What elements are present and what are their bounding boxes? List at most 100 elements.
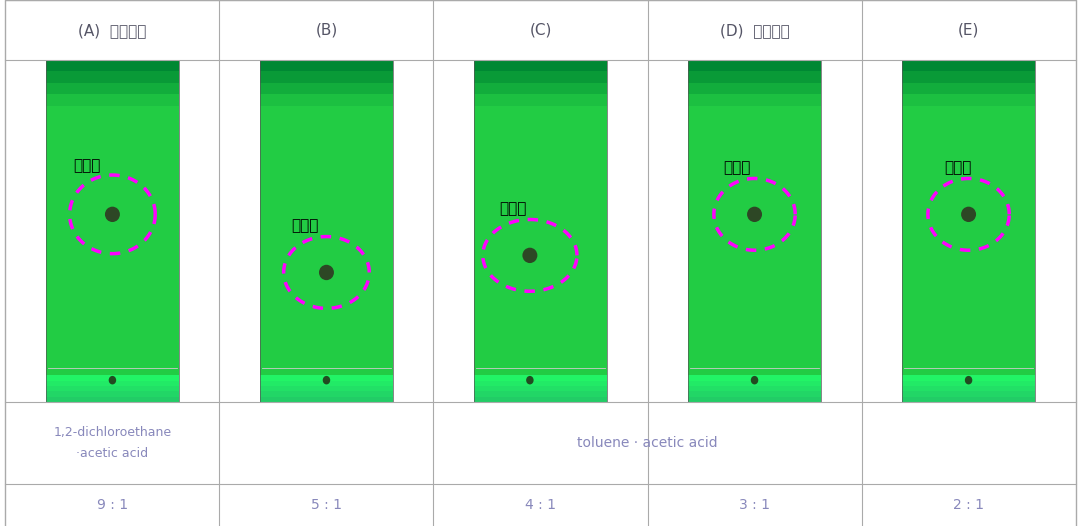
- Bar: [46, 356, 178, 368]
- Ellipse shape: [522, 248, 537, 263]
- Bar: [475, 299, 606, 311]
- Bar: [903, 117, 1035, 129]
- Bar: [689, 174, 820, 186]
- Bar: [46, 380, 178, 386]
- Bar: [46, 368, 178, 380]
- Bar: [903, 333, 1035, 346]
- Bar: [261, 265, 392, 277]
- Bar: [689, 356, 820, 368]
- Bar: [46, 60, 178, 402]
- Bar: [903, 311, 1035, 322]
- Bar: [689, 277, 820, 288]
- Bar: [46, 72, 178, 83]
- Bar: [261, 60, 392, 72]
- Bar: [903, 391, 1035, 397]
- Bar: [689, 368, 820, 380]
- Bar: [689, 60, 820, 402]
- Bar: [903, 60, 1035, 402]
- Bar: [46, 208, 178, 220]
- Bar: [46, 322, 178, 334]
- Bar: [689, 163, 820, 175]
- Bar: [261, 219, 392, 231]
- Bar: [689, 288, 820, 300]
- Bar: [903, 322, 1035, 334]
- Ellipse shape: [961, 207, 976, 222]
- Bar: [475, 356, 606, 368]
- Bar: [689, 219, 820, 231]
- Bar: [689, 72, 820, 83]
- Bar: [261, 151, 392, 163]
- Bar: [903, 72, 1035, 83]
- Ellipse shape: [323, 376, 330, 385]
- Bar: [46, 83, 178, 95]
- Bar: [475, 391, 606, 397]
- Bar: [261, 379, 392, 391]
- Bar: [46, 397, 178, 402]
- Bar: [46, 151, 178, 163]
- Bar: [903, 345, 1035, 357]
- Bar: [903, 140, 1035, 151]
- Bar: [261, 83, 392, 95]
- Bar: [689, 391, 820, 397]
- Bar: [46, 117, 178, 129]
- Bar: [689, 311, 820, 322]
- Text: 4 : 1: 4 : 1: [525, 498, 556, 512]
- Bar: [475, 106, 606, 117]
- Bar: [261, 390, 392, 402]
- Bar: [261, 72, 392, 83]
- Bar: [261, 397, 392, 402]
- Ellipse shape: [105, 207, 120, 222]
- Bar: [689, 60, 820, 72]
- Bar: [903, 60, 1035, 72]
- Bar: [689, 386, 820, 391]
- Bar: [475, 163, 606, 175]
- Bar: [475, 128, 606, 140]
- Bar: [261, 128, 392, 140]
- Bar: [46, 299, 178, 311]
- Bar: [689, 128, 820, 140]
- Bar: [46, 94, 178, 106]
- Bar: [46, 254, 178, 266]
- Text: 주반점: 주반점: [499, 201, 526, 216]
- Bar: [261, 311, 392, 322]
- Bar: [689, 265, 820, 277]
- Bar: [689, 333, 820, 346]
- Bar: [475, 288, 606, 300]
- Bar: [475, 397, 606, 402]
- Bar: [46, 391, 178, 397]
- Bar: [903, 254, 1035, 266]
- Ellipse shape: [109, 376, 116, 385]
- Text: 주반점: 주반점: [292, 218, 319, 233]
- Text: 주반점: 주반점: [723, 160, 751, 175]
- Bar: [46, 219, 178, 231]
- Bar: [689, 345, 820, 357]
- Bar: [46, 265, 178, 277]
- Text: 2 : 1: 2 : 1: [953, 498, 984, 512]
- Bar: [46, 333, 178, 346]
- Bar: [903, 128, 1035, 140]
- Bar: [475, 311, 606, 322]
- Text: 5 : 1: 5 : 1: [311, 498, 342, 512]
- Bar: [903, 185, 1035, 197]
- Text: 주반점: 주반점: [74, 158, 101, 174]
- Bar: [903, 219, 1035, 231]
- Bar: [475, 60, 606, 402]
- Bar: [261, 322, 392, 334]
- Bar: [475, 208, 606, 220]
- Text: (A)  기존조건: (A) 기존조건: [78, 23, 147, 38]
- Bar: [261, 140, 392, 151]
- Bar: [903, 386, 1035, 391]
- Bar: [903, 197, 1035, 209]
- Bar: [689, 390, 820, 402]
- Bar: [903, 151, 1035, 163]
- Bar: [261, 254, 392, 266]
- Bar: [261, 94, 392, 106]
- Bar: [261, 288, 392, 300]
- Bar: [475, 368, 606, 380]
- Bar: [261, 208, 392, 220]
- Bar: [903, 242, 1035, 254]
- Bar: [903, 390, 1035, 402]
- Bar: [475, 375, 606, 380]
- Text: 3 : 1: 3 : 1: [739, 498, 770, 512]
- Bar: [46, 106, 178, 117]
